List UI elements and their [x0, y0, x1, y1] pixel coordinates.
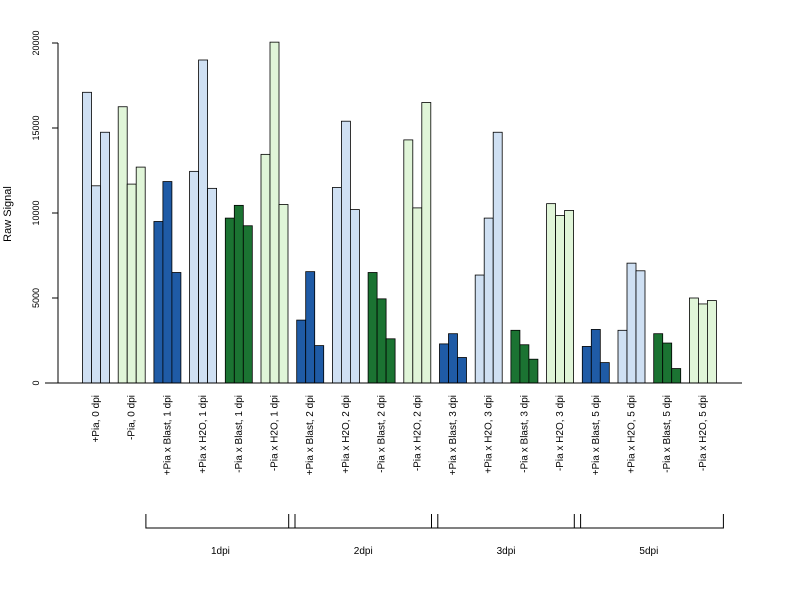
bar — [474, 274, 485, 384]
category-label: -Pia x Blast, 1 dpi — [234, 395, 245, 473]
category-labels: +Pia, 0 dpi -Pia, 0 dpi +Pia x Blast, 1 dp… — [91, 395, 709, 475]
bar — [260, 153, 271, 384]
category-label: -Pia x Blast, 5 dpi — [662, 395, 673, 473]
bar — [117, 106, 128, 384]
bar-series — [82, 41, 717, 384]
bar — [135, 166, 146, 384]
bar — [439, 343, 449, 384]
bar — [314, 345, 325, 384]
bar — [564, 210, 574, 384]
bar — [617, 329, 628, 384]
bar — [269, 41, 280, 384]
bar — [546, 203, 556, 384]
bar — [403, 139, 414, 384]
bar — [126, 183, 137, 384]
bar — [555, 215, 565, 384]
category-label: +Pia x H2O, 5 dpi — [627, 395, 638, 474]
bar — [296, 319, 307, 384]
category-label: +Pia x Blast, 2 dpi — [305, 395, 316, 475]
bar — [340, 120, 351, 384]
bar — [349, 209, 360, 384]
y-tick-label: 0 — [31, 380, 41, 385]
bar — [305, 271, 316, 384]
y-axis: 0 5000 10000 15000 20000 — [31, 30, 59, 386]
group-bracket — [573, 514, 724, 529]
group-bracket-label: 1dpi — [211, 546, 230, 557]
y-axis-label: Raw Signal — [2, 186, 14, 242]
bar — [528, 358, 539, 384]
bar — [653, 333, 664, 384]
bar — [91, 185, 101, 384]
bar — [412, 207, 423, 384]
bar — [662, 342, 673, 384]
bar — [242, 225, 253, 384]
bar — [448, 333, 458, 384]
bar — [207, 187, 218, 384]
category-label: -Pia x H2O, 1 dpi — [270, 395, 281, 471]
category-label: -Pia x H2O, 2 dpi — [412, 395, 423, 471]
bar — [457, 357, 467, 384]
category-label: -Pia x H2O, 3 dpi — [555, 395, 566, 471]
group-bracket-label: 2dpi — [354, 546, 373, 557]
y-tick-label: 20000 — [31, 30, 41, 55]
bar — [626, 262, 637, 384]
category-label: -Pia x Blast, 2 dpi — [377, 395, 388, 473]
bar — [421, 102, 432, 384]
bar — [278, 204, 289, 384]
bar — [162, 181, 173, 384]
category-label: +Pia, 0 dpi — [91, 395, 102, 443]
bar — [376, 298, 387, 384]
category-label: +Pia x H2O, 3 dpi — [484, 395, 495, 474]
bar — [153, 221, 164, 384]
bar — [224, 217, 235, 384]
bar — [707, 300, 717, 384]
group-bracket — [145, 514, 296, 529]
bar — [483, 217, 494, 384]
bar — [82, 91, 92, 384]
bar — [581, 346, 592, 384]
category-label: -Pia x H2O, 5 dpi — [698, 395, 709, 471]
bar — [367, 272, 378, 384]
bar — [171, 272, 182, 384]
group-bracket-label: 3dpi — [497, 546, 516, 557]
bar — [331, 187, 342, 384]
bar — [599, 362, 610, 384]
category-label: +Pia x Blast, 1 dpi — [162, 395, 173, 475]
bar — [698, 303, 708, 384]
group-bracket — [431, 514, 582, 529]
bar — [635, 270, 646, 384]
group-brackets: 1dpi 2dpi 3dpi 5dpi — [145, 514, 724, 557]
bar — [100, 131, 110, 384]
bar — [198, 59, 209, 384]
bar — [492, 131, 503, 384]
bar — [189, 170, 200, 384]
category-label: +Pia x Blast, 5 dpi — [591, 395, 602, 475]
category-label: +Pia x Blast, 3 dpi — [448, 395, 459, 475]
bar — [519, 344, 530, 384]
category-label: -Pia, 0 dpi — [127, 395, 138, 440]
category-label: -Pia x Blast, 3 dpi — [519, 395, 530, 473]
group-bracket-label: 5dpi — [639, 546, 658, 557]
y-tick-label: 15000 — [31, 115, 41, 140]
category-label: +Pia x H2O, 1 dpi — [198, 395, 209, 474]
y-tick-label: 5000 — [31, 288, 41, 308]
bar — [671, 368, 682, 384]
y-tick-label: 10000 — [31, 200, 41, 225]
bar — [385, 338, 396, 384]
bar — [689, 297, 699, 384]
group-bracket — [288, 514, 439, 529]
bar — [233, 204, 244, 384]
category-label: +Pia x H2O, 2 dpi — [341, 395, 352, 474]
bar — [590, 329, 601, 384]
bar — [510, 329, 521, 384]
